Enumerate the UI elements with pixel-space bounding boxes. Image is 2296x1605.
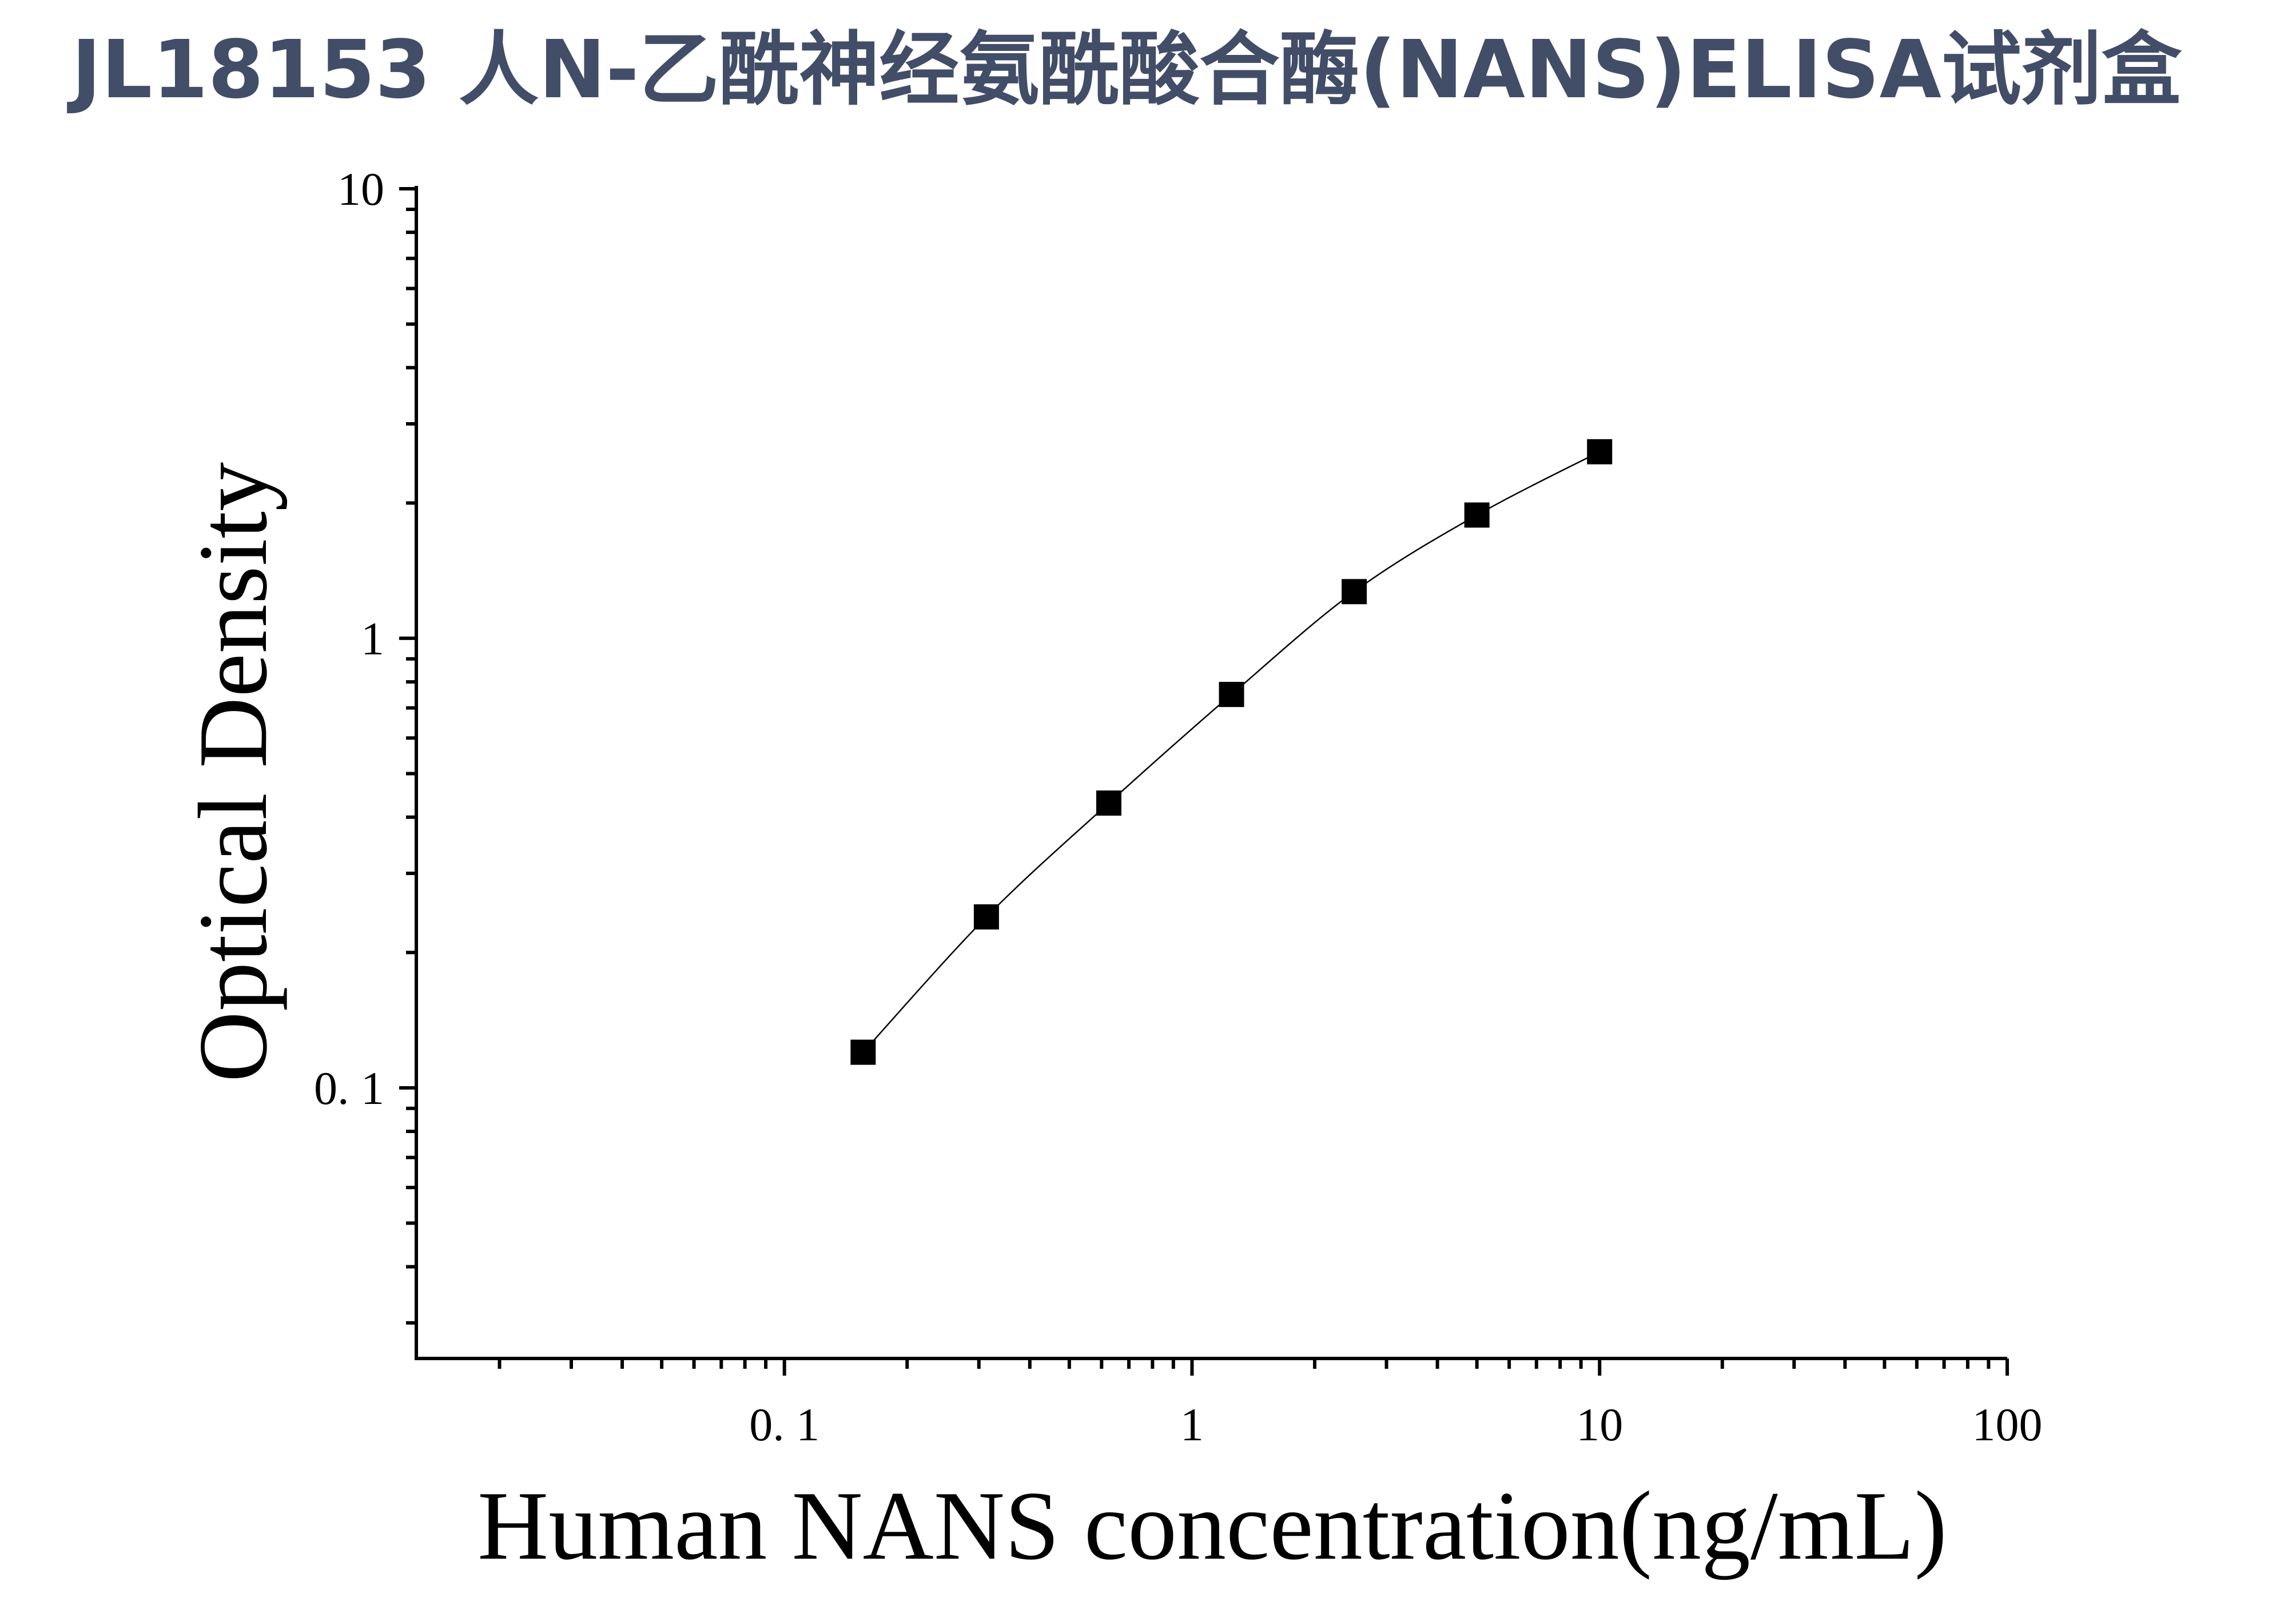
x-tick-label: 10 xyxy=(1576,1399,1623,1451)
data-point xyxy=(1342,579,1367,605)
data-point xyxy=(1096,790,1121,816)
y-tick-label: 0. 1 xyxy=(314,1062,384,1114)
chart-title: JL18153 人N-乙酰神经氨酰酸合酶(NANS)ELISA试剂盒 xyxy=(67,23,2182,117)
x-tick-label: 100 xyxy=(1972,1399,2043,1451)
x-tick-label: 1 xyxy=(1180,1399,1204,1451)
x-axis-label: Human NANS concentration(ng/mL) xyxy=(477,1472,1947,1580)
fit-curve xyxy=(862,451,1600,1053)
data-point xyxy=(973,904,999,930)
y-ticks: 0. 1 1 10 xyxy=(314,163,416,1325)
plot-area: 0. 1 1 10 100 0. 1 1 10 xyxy=(314,163,2043,1451)
y-tick-label: 10 xyxy=(337,163,384,215)
data-point xyxy=(850,1039,876,1065)
data-point xyxy=(1219,682,1244,708)
data-point xyxy=(1587,439,1613,464)
y-axis-label: Optical Density xyxy=(179,462,288,1082)
y-tick-label: 1 xyxy=(361,613,384,665)
data-point xyxy=(1464,502,1490,528)
x-tick-label: 0. 1 xyxy=(749,1399,819,1451)
x-ticks: 0. 1 1 10 100 xyxy=(498,1358,2043,1451)
data-markers xyxy=(850,439,1613,1065)
